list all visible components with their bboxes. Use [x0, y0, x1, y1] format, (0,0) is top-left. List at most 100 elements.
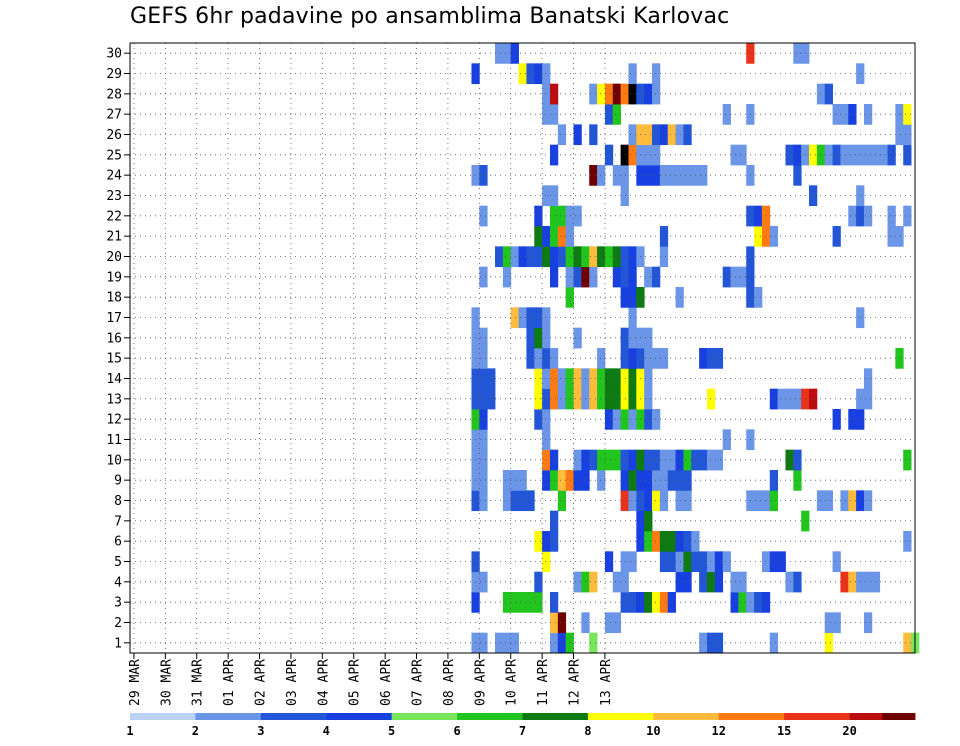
heatmap-cell: [903, 104, 912, 125]
heatmap-cell: [714, 551, 724, 573]
heatmap-cell: [652, 144, 661, 166]
heatmap-cell: [863, 205, 873, 227]
heatmap-cell: [565, 246, 574, 268]
heatmap-cell: [534, 226, 543, 247]
heatmap-cell: [675, 449, 684, 471]
heatmap-cell: [628, 327, 637, 349]
colorbar-swatch: [784, 713, 851, 720]
heatmap-cell: [699, 632, 708, 654]
heatmap-cell: [565, 205, 574, 227]
heatmap-cell: [832, 144, 841, 166]
heatmap-cell: [644, 388, 653, 410]
heatmap-cell: [675, 124, 684, 146]
y-tick-label: 27: [106, 108, 122, 123]
heatmap-cell: [502, 246, 512, 268]
heatmap-cell: [589, 266, 598, 288]
heatmap-cell: [534, 388, 543, 410]
heatmap-cell: [722, 266, 731, 288]
heatmap-cell: [542, 348, 551, 369]
heatmap-cell: [612, 165, 622, 186]
heatmap-cell: [652, 124, 661, 146]
heatmap-cell: [903, 531, 912, 552]
heatmap-cell: [793, 43, 802, 64]
heatmap-cell: [510, 246, 519, 268]
heatmap-cell: [534, 327, 543, 349]
heatmap-cell: [518, 246, 527, 268]
heatmap-cell: [557, 246, 567, 268]
y-tick-label: 18: [106, 291, 122, 306]
heatmap-cell: [542, 307, 551, 329]
heatmap-cell: [557, 388, 567, 410]
y-tick-label: 30: [106, 47, 122, 62]
colorbar-swatch: [326, 713, 393, 720]
heatmap-cell: [754, 287, 763, 308]
heatmap-cell: [612, 246, 622, 268]
heatmap-cell: [730, 266, 739, 288]
heatmap-cell: [809, 388, 818, 410]
heatmap-cell: [863, 104, 873, 125]
heatmap-cell: [557, 612, 567, 634]
heatmap-cell: [659, 551, 669, 573]
colorbar-label: 1: [126, 724, 133, 738]
heatmap-cell: [659, 592, 669, 613]
heatmap-cell: [644, 83, 653, 105]
y-tick-label: 24: [106, 169, 122, 184]
heatmap-cell: [510, 592, 519, 613]
heatmap-cell: [534, 63, 543, 85]
heatmap-cell: [549, 449, 559, 471]
heatmap-cell: [706, 348, 716, 369]
heatmap-cell: [738, 144, 747, 166]
heatmap-cell: [659, 246, 669, 268]
heatmap-cell: [542, 226, 551, 247]
y-tick-label: 9: [114, 474, 122, 489]
heatmap-cell: [612, 612, 622, 634]
heatmap-cell: [620, 368, 629, 390]
y-tick-label: 10: [106, 453, 122, 468]
heatmap-cell: [824, 490, 833, 512]
heatmap-cell: [495, 43, 504, 64]
heatmap-cell: [706, 449, 716, 471]
heatmap-cell: [549, 348, 559, 369]
heatmap-cell: [549, 246, 559, 268]
heatmap-cell: [628, 348, 637, 369]
heatmap-cell: [848, 571, 857, 593]
x-tick-label: 29 MAR: [128, 659, 143, 706]
heatmap-cell: [628, 266, 637, 288]
grid-lines: [130, 43, 915, 653]
heatmap-cell: [683, 571, 692, 593]
heatmap-cell: [573, 327, 582, 349]
heatmap-cell: [620, 490, 629, 512]
heatmap-cell: [754, 226, 763, 247]
heatmap-cell: [510, 632, 519, 654]
heatmap-cell: [573, 388, 582, 410]
heatmap-cell: [675, 551, 684, 573]
heatmap-cell: [887, 226, 896, 247]
heatmap-cell: [644, 449, 653, 471]
heatmap-cell: [879, 144, 888, 166]
x-tick-label: 12 APR: [568, 659, 583, 706]
y-tick-label: 15: [106, 352, 122, 367]
heatmap-cell: [589, 368, 598, 390]
heatmap-cell: [479, 368, 488, 390]
heatmap-cell: [620, 165, 629, 186]
x-tick-label: 11 APR: [536, 659, 551, 706]
heatmap-cell: [675, 165, 684, 186]
y-tick-label: 7: [114, 514, 122, 529]
heatmap-cell: [699, 449, 708, 471]
heatmap-cell: [620, 144, 629, 166]
heatmap-cell: [479, 348, 488, 369]
heatmap-cell: [667, 470, 676, 491]
heatmap-cell: [534, 592, 543, 613]
y-tick-label: 28: [106, 87, 122, 102]
heatmap-cell: [502, 470, 512, 491]
heatmap-cell: [565, 368, 574, 390]
heatmap-cell: [848, 409, 857, 430]
heatmap-cell: [667, 124, 676, 146]
y-tick-label: 11: [106, 433, 122, 448]
heatmap-cell: [612, 388, 622, 410]
heatmap-cell: [659, 348, 669, 369]
heatmap-cell: [714, 632, 724, 654]
heatmap-cell: [863, 571, 873, 593]
heatmap-cell: [479, 470, 488, 491]
heatmap-cell: [549, 205, 559, 227]
